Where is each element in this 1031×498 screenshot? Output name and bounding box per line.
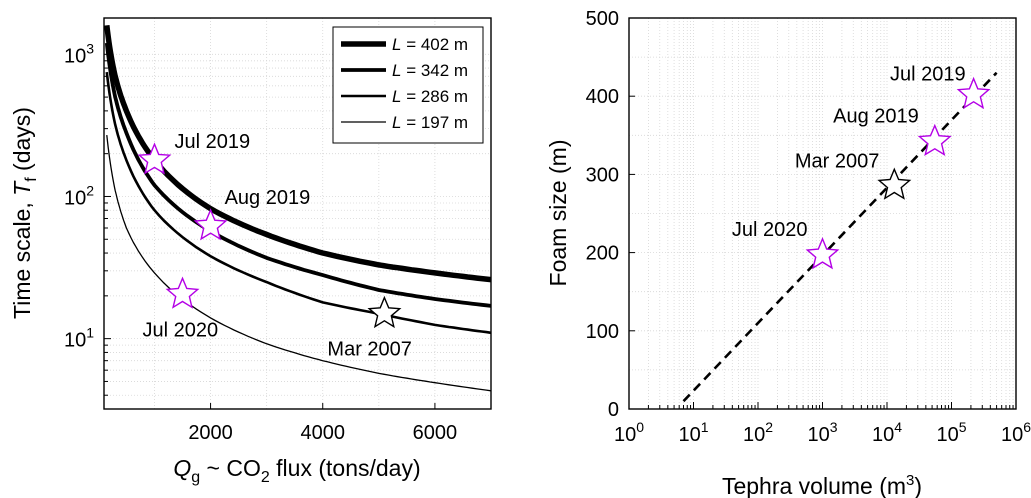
legend-label-342: L = 342 m [392, 61, 468, 80]
y-tick-label: 101 [64, 325, 94, 352]
label-aug-2019: Aug 2019 [225, 187, 311, 209]
x-tick-label: 100 [614, 419, 644, 446]
left-curves [104, 24, 492, 392]
left-ticks: 2000 4000 6000 101 102 103 [64, 40, 457, 444]
x-tick-label: 101 [678, 419, 708, 446]
curve-197 [106, 135, 492, 392]
star-jul-2020 [805, 237, 840, 270]
right-y-axis-label: Foam size (m) [545, 140, 571, 287]
fit-line [682, 71, 998, 403]
left-y-axis-label: Time scale, Tf (days) [9, 107, 40, 319]
x-tick-label: 106 [1001, 419, 1031, 446]
star-aug-2019 [917, 123, 952, 156]
x-tick-label: 2000 [188, 422, 233, 444]
y-tick-label: 102 [64, 182, 94, 209]
y-tick-label: 200 [586, 243, 619, 265]
y-tick-label: 103 [64, 40, 94, 67]
label-aug-2019: Aug 2019 [833, 106, 919, 128]
star-jul-2019 [956, 76, 991, 110]
x-tick-label: 105 [936, 419, 966, 446]
curve-402 [104, 24, 492, 283]
x-tick-label: 103 [807, 419, 837, 446]
legend-label-197: L = 197 m [392, 113, 468, 132]
legend-label-402: L = 402 m [392, 35, 468, 54]
curve-342 [104, 42, 492, 308]
label-jul-2020: Jul 2020 [143, 319, 219, 341]
x-tick-label: 6000 [413, 422, 458, 444]
right-chart: Jul 2019 Aug 2019 Mar 2007 Jul 2020 100 101 1… [545, 8, 1031, 498]
x-tick-label: 4000 [300, 422, 345, 444]
star-aug-2019 [193, 208, 228, 241]
star-jul-2020 [165, 276, 200, 309]
star-jul-2019 [137, 142, 172, 175]
y-tick-label: 500 [586, 8, 619, 30]
star-mar-2007 [877, 167, 912, 200]
right-points: Jul 2019 Aug 2019 Mar 2007 Jul 2020 [732, 64, 991, 270]
label-jul-2019: Jul 2019 [890, 64, 966, 86]
left-x-axis-label: Qg ~ CO2 flux (tons/day) [173, 455, 420, 486]
right-fit-line [682, 71, 998, 403]
y-tick-label: 100 [586, 321, 619, 343]
y-tick-label: 300 [586, 164, 619, 186]
y-tick-label: 400 [586, 86, 619, 108]
y-tick-label: 0 [608, 399, 619, 421]
label-jul-2020: Jul 2020 [732, 219, 808, 241]
left-legend: L = 402 m L = 342 m L = 286 m L = 197 m [332, 26, 484, 144]
left-chart: Jul 2019 Aug 2019 Jul 2020 Mar 2007 2000 400… [9, 17, 492, 486]
label-mar-2007: Mar 2007 [327, 339, 412, 361]
label-mar-2007: Mar 2007 [795, 150, 880, 172]
star-mar-2007 [367, 295, 402, 329]
left-points: Jul 2019 Aug 2019 Jul 2020 Mar 2007 [137, 131, 412, 361]
right-x-axis-label: Tephra volume (m3) [722, 472, 922, 498]
legend-label-286: L = 286 m [392, 87, 468, 106]
right-grid [628, 18, 1016, 409]
curve-286 [105, 71, 492, 335]
left-plot-frame [103, 17, 492, 410]
x-tick-label: 102 [743, 419, 773, 446]
label-jul-2019: Jul 2019 [174, 131, 250, 153]
x-tick-label: 104 [872, 419, 902, 446]
